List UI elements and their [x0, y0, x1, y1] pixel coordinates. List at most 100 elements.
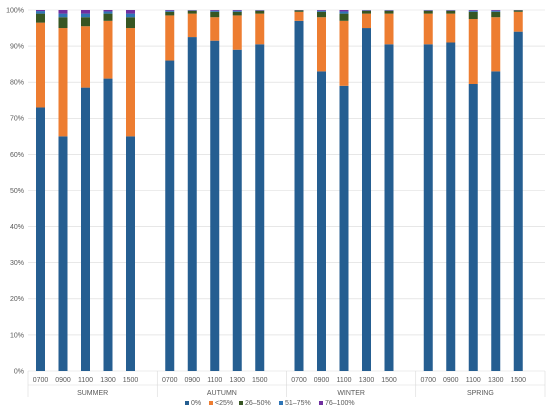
bar-segment	[468, 10, 478, 12]
bar-segment	[187, 37, 197, 371]
bar-segment	[446, 10, 456, 14]
bar-segment	[423, 13, 433, 45]
bar-segment	[294, 11, 304, 21]
bar-segment	[58, 10, 68, 14]
legend: 0% <25% 26–50% 51–75% 76–100%	[185, 400, 355, 407]
x-tick-label: 1300	[229, 377, 245, 384]
bar-segment	[103, 11, 113, 14]
bar-segment	[232, 10, 242, 12]
bar-segment	[491, 10, 501, 12]
bar-segment	[81, 26, 90, 88]
bar-segment	[362, 10, 371, 14]
bar-segment	[81, 10, 90, 14]
legend-item: 26–50%	[239, 400, 271, 407]
bar-segment	[491, 10, 501, 11]
bar-segment	[58, 17, 68, 29]
x-tick-label: 0700	[291, 377, 307, 384]
legend-label: 26–50%	[245, 400, 271, 407]
legend-label: 0%	[191, 400, 201, 407]
bar-segment	[165, 10, 175, 12]
bar-segment	[384, 13, 394, 45]
bar-segment	[210, 11, 220, 18]
bar-segment	[491, 11, 501, 18]
bar-segment	[491, 17, 501, 72]
bar-segment	[468, 10, 478, 11]
x-tick-label: 1100	[466, 377, 481, 384]
bar-segment	[210, 10, 220, 12]
legend-swatch	[239, 401, 243, 405]
bar-segment	[210, 10, 220, 11]
gridlines	[28, 9, 545, 372]
x-axis-group-labels: SUMMER AUTUMN WINTER SPRING	[77, 390, 494, 397]
bar-segment	[232, 15, 242, 50]
y-tick-label: 20%	[10, 296, 24, 303]
bar-segment	[126, 28, 135, 137]
y-tick-label: 30%	[10, 260, 24, 267]
bar-segment	[126, 10, 135, 14]
bar-segment	[36, 10, 45, 12]
bar-segment	[423, 44, 433, 372]
x-tick-label: 1300	[100, 377, 116, 384]
bar-segment	[491, 71, 501, 372]
x-tick-label: 1500	[381, 377, 397, 384]
bar-segment	[384, 44, 394, 372]
bar-segment	[317, 10, 326, 11]
x-tick-label: 1500	[510, 377, 526, 384]
bar-segment	[36, 11, 45, 14]
x-group-label: SPRING	[467, 390, 494, 397]
bar-segment	[210, 17, 220, 41]
bar-segment	[81, 17, 90, 27]
legend-label: 51–75%	[285, 400, 311, 407]
legend-label: <25%	[215, 400, 233, 407]
y-axis-ticks: 0% 10% 20% 30% 40% 50% 60% 70% 80% 90% 100%	[6, 7, 24, 375]
bar-segment	[81, 87, 90, 372]
bar-segment	[339, 13, 349, 21]
bar-segment	[294, 20, 304, 372]
bar-segment	[513, 10, 523, 12]
bar-segment	[468, 11, 478, 20]
bar-segment	[36, 107, 45, 371]
bar-segment	[446, 13, 456, 43]
bar-segment	[187, 10, 197, 14]
legend-swatch	[319, 401, 323, 405]
bar-segment	[36, 22, 45, 108]
bar-segment	[339, 10, 349, 12]
bar-segment	[513, 11, 523, 32]
bar-segment	[255, 10, 265, 14]
bar-segment	[362, 13, 371, 29]
x-group-label: WINTER	[337, 390, 365, 397]
bar-segment	[317, 11, 326, 18]
x-tick-label: 0700	[420, 377, 436, 384]
bar-segment	[468, 19, 478, 85]
x-tick-label: 1100	[78, 377, 93, 384]
bar-segment	[58, 28, 68, 137]
x-tick-label: 1500	[252, 377, 268, 384]
bar-segment	[468, 84, 478, 371]
bar-segment	[255, 44, 265, 372]
x-tick-label: 1100	[336, 377, 351, 384]
legend-swatch	[185, 401, 189, 405]
bar-segment	[103, 20, 113, 79]
x-tick-label: 1500	[123, 377, 139, 384]
x-tick-label: 0900	[314, 377, 330, 384]
bar-segment	[513, 31, 523, 371]
y-tick-label: 10%	[10, 332, 24, 339]
bar-segment	[103, 13, 113, 21]
x-tick-label: 0700	[162, 377, 178, 384]
y-tick-label: 100%	[6, 7, 24, 14]
bar-segment	[58, 13, 68, 18]
bar-segment	[339, 11, 349, 14]
y-tick-label: 80%	[10, 80, 24, 87]
bar-segment	[384, 10, 394, 14]
bar-segment	[165, 60, 175, 371]
x-axis-separators	[27, 371, 546, 397]
bar-segment	[362, 28, 371, 372]
y-tick-label: 50%	[10, 188, 24, 195]
x-axis-category-labels: 0700 0900 1100 1300 1500 0700 0900 1100 1300 1500…	[33, 377, 526, 384]
bar-segment	[103, 78, 113, 371]
x-tick-label: 1100	[207, 377, 222, 384]
bar-segment	[232, 10, 242, 11]
legend-item: <25%	[209, 400, 233, 407]
